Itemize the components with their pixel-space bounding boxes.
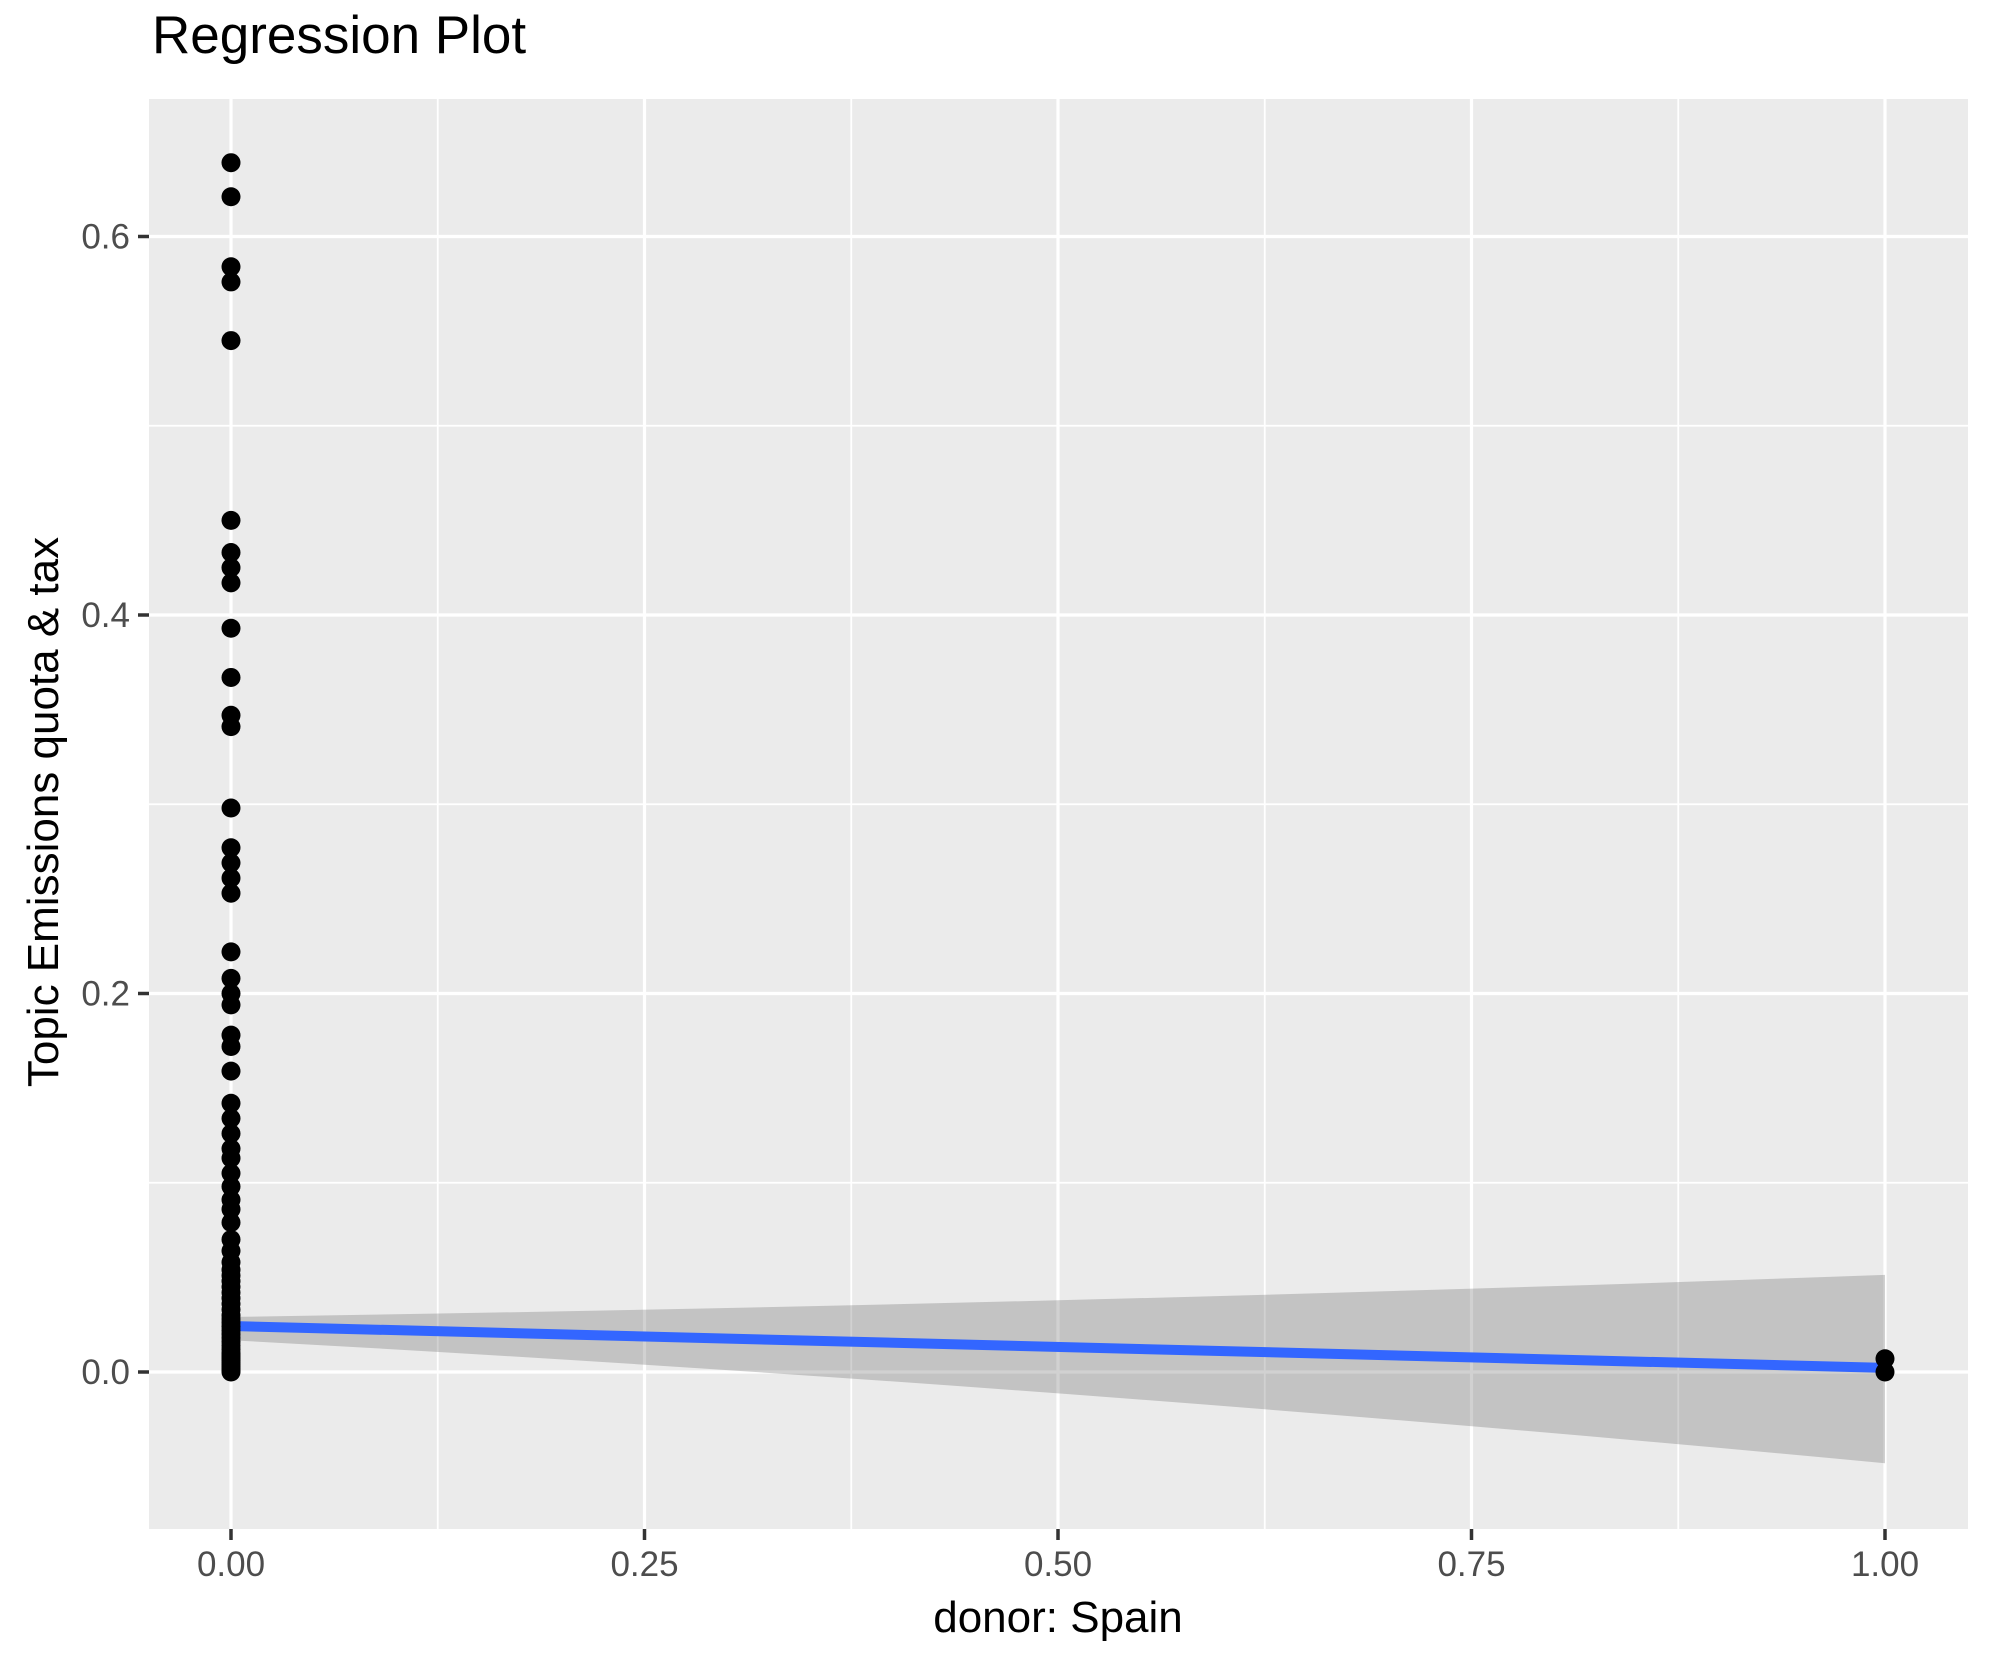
- data-point: [221, 257, 241, 277]
- data-point: [1875, 1349, 1895, 1369]
- data-point: [221, 853, 241, 873]
- data-point: [1875, 1362, 1895, 1382]
- data-point: [221, 868, 241, 888]
- x-tick-label: 0.50: [1024, 1545, 1092, 1584]
- data-point: [221, 798, 241, 818]
- data-point: [221, 1212, 241, 1232]
- data-point: [221, 543, 241, 563]
- y-tick-label: 0.2: [81, 975, 130, 1014]
- data-point: [221, 573, 241, 593]
- y-tick-label: 0.4: [81, 596, 130, 635]
- data-point: [221, 618, 241, 638]
- data-point: [221, 510, 241, 530]
- data-point: [221, 1362, 241, 1382]
- data-point: [221, 272, 241, 292]
- x-tick-label: 1.00: [1851, 1545, 1919, 1584]
- data-point: [221, 717, 241, 737]
- data-point: [221, 838, 241, 858]
- data-point: [221, 558, 241, 578]
- x-axis-title: donor: Spain: [933, 1593, 1183, 1642]
- data-point: [221, 331, 241, 351]
- regression-line: [230, 1321, 1886, 1373]
- data-point: [221, 1108, 241, 1128]
- data-point: [221, 1036, 241, 1056]
- data-point: [221, 1124, 241, 1144]
- data-point: [221, 1163, 241, 1183]
- data-point: [221, 883, 241, 903]
- y-axis-title: Topic Emissions quota & tax: [19, 536, 68, 1088]
- data-point: [221, 153, 241, 173]
- x-tick-label: 0.25: [610, 1545, 678, 1584]
- x-tick-label: 0.00: [197, 1545, 265, 1584]
- data-point: [221, 1148, 241, 1168]
- data-point: [221, 968, 241, 988]
- data-point: [221, 1061, 241, 1081]
- data-point: [221, 942, 241, 962]
- data-point: [221, 1177, 241, 1197]
- data-point: [221, 187, 241, 207]
- data-point: [221, 667, 241, 687]
- plot-title: Regression Plot: [152, 6, 527, 65]
- data-point: [221, 1093, 241, 1113]
- data-point: [221, 1199, 241, 1219]
- y-tick-label: 0.6: [81, 218, 130, 257]
- confidence-band: [231, 1274, 1885, 1464]
- y-tick-label: 0.0: [81, 1353, 130, 1392]
- data-point: [221, 995, 241, 1015]
- x-tick-label: 0.75: [1437, 1545, 1505, 1584]
